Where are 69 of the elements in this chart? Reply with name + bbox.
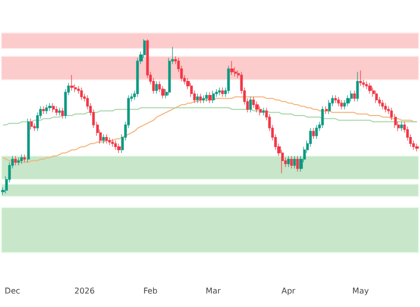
candlestick — [312, 128, 315, 140]
candlestick — [356, 72, 359, 102]
candlestick — [108, 137, 111, 146]
candlestick — [111, 138, 114, 148]
candlestick — [45, 104, 48, 114]
candlestick — [415, 143, 419, 152]
candlestick — [20, 154, 23, 164]
candlestick — [205, 92, 208, 102]
candlestick — [287, 156, 290, 168]
candlestick — [252, 96, 255, 108]
candlestick — [227, 65, 230, 94]
candlestick — [23, 154, 26, 163]
x-tick-label: 2026 — [74, 286, 95, 296]
candlestick — [365, 80, 368, 90]
candlestick — [208, 92, 212, 104]
candlestick — [80, 87, 83, 100]
x-tick-label: Feb — [143, 286, 158, 296]
candlestick — [340, 100, 343, 110]
candlestick — [42, 106, 45, 114]
candlestick — [221, 87, 224, 98]
candlestick — [343, 100, 346, 110]
candlestick — [27, 118, 30, 163]
candlestick — [218, 87, 221, 96]
candlestick — [350, 90, 353, 102]
x-tick-label: Mar — [206, 286, 222, 296]
candlestick — [52, 102, 55, 113]
candlestick — [381, 100, 384, 110]
candlestick — [290, 156, 293, 169]
candlestick — [161, 86, 165, 99]
candlestick — [14, 156, 17, 166]
candlestick — [58, 107, 61, 116]
candlestick — [375, 90, 378, 104]
candlestick — [259, 106, 262, 116]
candlestick — [199, 93, 202, 104]
candlestick — [196, 93, 199, 104]
candlestick — [328, 100, 331, 114]
candlestick — [117, 143, 121, 154]
candlestick — [321, 106, 324, 128]
candlestick — [102, 134, 105, 144]
candlestick — [315, 124, 318, 140]
candlestick — [30, 118, 33, 130]
candlestick — [249, 96, 252, 113]
candlestick — [346, 94, 350, 106]
candlestick — [255, 101, 259, 113]
candlestick — [61, 107, 64, 119]
candlestick — [114, 140, 117, 150]
candlestick — [296, 156, 299, 172]
candlestick — [293, 156, 296, 169]
candlestick — [262, 107, 265, 116]
candlestick — [17, 157, 20, 166]
candlestick — [353, 90, 356, 102]
candlestick — [155, 80, 158, 94]
x-tick-label: Apr — [281, 286, 296, 296]
candlestick — [325, 106, 328, 114]
x-tick-label: May — [352, 286, 370, 296]
candlestick — [359, 70, 362, 86]
candlestick — [55, 106, 58, 116]
candlestick — [400, 121, 403, 132]
candlestick — [202, 94, 205, 104]
candlestick — [105, 134, 108, 144]
x-tick-label: Dec — [4, 286, 20, 296]
candlestick — [337, 96, 340, 106]
candlestick — [384, 102, 387, 113]
candlestick — [48, 102, 52, 112]
candlestick — [212, 90, 215, 104]
candlestick — [334, 94, 337, 104]
candlestick — [70, 74, 74, 91]
candlestick — [368, 82, 372, 94]
candlestick — [230, 60, 234, 76]
